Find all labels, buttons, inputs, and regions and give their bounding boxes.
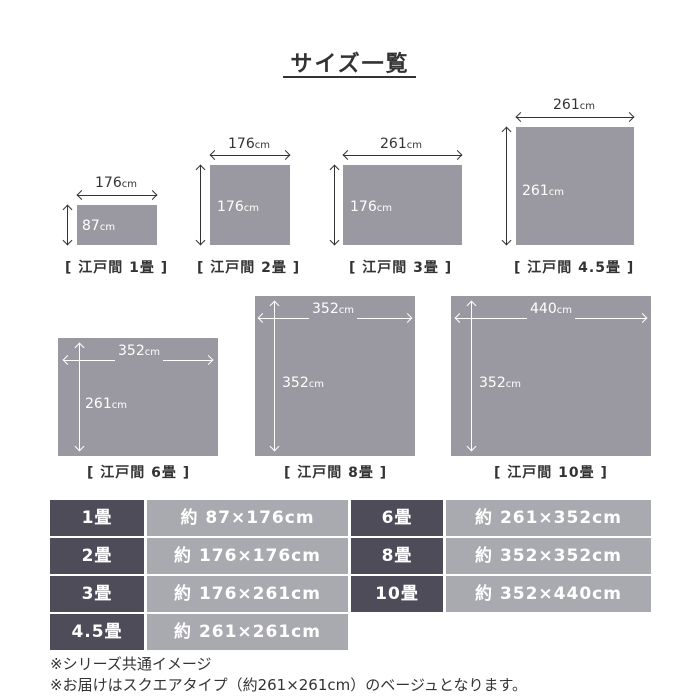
width-label: 440cm xyxy=(527,301,575,319)
diagram-name: [ 江戸間 2畳 ] xyxy=(197,260,301,276)
dims-cell: 約 261×352cm xyxy=(446,500,651,536)
height-label: 176cm xyxy=(350,199,392,215)
width-label: 352cm xyxy=(309,301,357,319)
height-arrow xyxy=(466,300,477,452)
width-label: 352cm xyxy=(115,343,163,361)
page-title: サイズ一覧 xyxy=(290,52,410,77)
height-arrow xyxy=(195,164,206,246)
size-cell: 3畳 xyxy=(50,576,144,612)
size-cell: 8畳 xyxy=(351,538,443,574)
rug-shape xyxy=(451,296,651,456)
diagram-name: [ 江戸間 8畳 ] xyxy=(284,465,388,481)
title-underline xyxy=(283,76,416,78)
size-cell: 1畳 xyxy=(50,500,144,536)
rug-shape xyxy=(210,165,290,245)
height-arrow xyxy=(74,342,85,452)
width-arrow xyxy=(342,150,463,160)
diagram-name: [ 江戸間 6畳 ] xyxy=(87,465,191,481)
height-label: 176cm xyxy=(217,199,259,215)
height-arrow xyxy=(329,164,340,246)
rug-shape xyxy=(343,165,462,245)
size-cell: 6畳 xyxy=(351,500,443,536)
width-arrow xyxy=(515,112,635,122)
dims-cell: 約 352×440cm xyxy=(446,576,651,612)
dims-cell: 約 352×352cm xyxy=(446,538,651,574)
diagram-name: [ 江戸間 1畳 ] xyxy=(65,260,169,276)
diagram-name: [ 江戸間 3畳 ] xyxy=(349,260,453,276)
dims-cell: 約 261×261cm xyxy=(147,614,348,650)
dims-cell: 約 87×176cm xyxy=(147,500,348,536)
height-label: 261cm xyxy=(522,183,564,199)
size-cell: 2畳 xyxy=(50,538,144,574)
height-label: 261cm xyxy=(85,396,127,412)
height-label: 352cm xyxy=(282,375,324,391)
width-label: 261cm xyxy=(553,97,595,113)
width-label: 261cm xyxy=(380,136,422,152)
rug-shape xyxy=(255,296,415,456)
width-arrow xyxy=(76,190,158,200)
dims-cell: 約 176×261cm xyxy=(147,576,348,612)
height-label: 87cm xyxy=(82,218,116,234)
size-cell: 10畳 xyxy=(351,576,443,612)
size-cell: 4.5畳 xyxy=(50,614,144,650)
height-label: 352cm xyxy=(479,375,521,391)
diagram-name: [ 江戸間 10畳 ] xyxy=(494,465,608,481)
height-arrow xyxy=(269,300,280,452)
width-label: 176cm xyxy=(228,136,270,152)
rug-shape xyxy=(516,127,634,245)
note-delivery: ※お届けはスクエアタイプ（約261×261cm）のベージュとなります。 xyxy=(50,676,527,694)
note-series: ※シリーズ共通イメージ xyxy=(50,655,212,673)
dims-cell: 約 176×176cm xyxy=(147,538,348,574)
height-arrow xyxy=(62,204,73,246)
width-arrow xyxy=(209,150,291,160)
height-arrow xyxy=(501,126,512,246)
width-label: 176cm xyxy=(95,175,137,191)
rug-shape xyxy=(77,205,157,245)
diagram-name: [ 江戸間 4.5畳 ] xyxy=(514,260,635,276)
